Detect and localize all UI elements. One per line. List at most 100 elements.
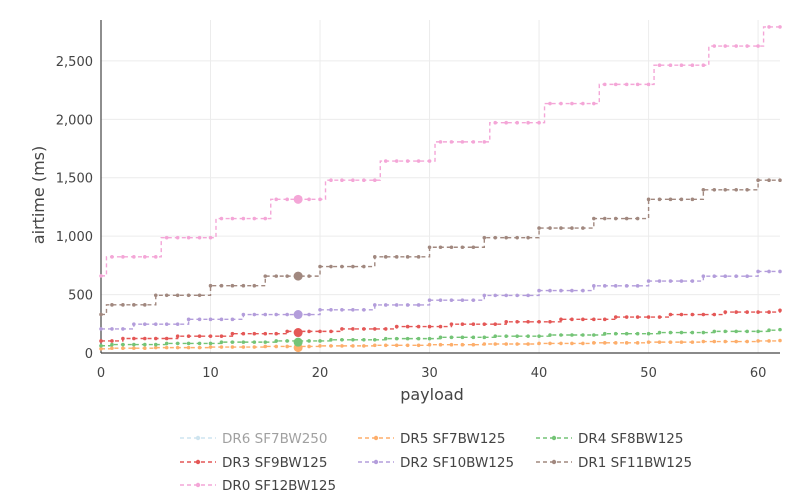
data-point bbox=[143, 342, 147, 347]
data-point bbox=[175, 322, 180, 326]
data-point bbox=[438, 245, 443, 250]
data-point bbox=[394, 343, 399, 348]
data-point bbox=[405, 159, 410, 163]
data-point bbox=[110, 327, 114, 331]
data-point bbox=[570, 288, 574, 293]
data-point bbox=[110, 342, 114, 347]
data-point bbox=[285, 339, 289, 343]
data-point bbox=[493, 120, 498, 125]
data-point bbox=[624, 341, 629, 345]
data-point bbox=[471, 245, 476, 250]
data-point bbox=[745, 339, 749, 344]
data-point bbox=[99, 274, 103, 278]
data-point bbox=[362, 264, 366, 269]
data-point bbox=[416, 324, 421, 329]
data-point bbox=[307, 312, 311, 317]
legend-item: DR0 SF12BW125 bbox=[180, 478, 336, 494]
data-point bbox=[405, 255, 410, 259]
data-point bbox=[186, 317, 191, 322]
data-point bbox=[613, 284, 618, 288]
legend-item: DR3 SF9BW125 bbox=[180, 455, 327, 471]
data-point bbox=[613, 216, 618, 221]
data-point bbox=[537, 288, 541, 293]
data-point bbox=[372, 303, 377, 307]
data-point bbox=[99, 346, 103, 351]
data-point bbox=[318, 329, 322, 334]
data-point bbox=[767, 328, 771, 333]
legend-marker bbox=[551, 435, 557, 441]
data-point bbox=[438, 324, 443, 329]
data-point bbox=[438, 335, 443, 340]
data-point bbox=[241, 216, 246, 221]
data-point bbox=[701, 187, 706, 192]
data-point bbox=[252, 283, 257, 288]
data-point bbox=[241, 331, 246, 336]
data-point bbox=[548, 288, 552, 293]
data-point bbox=[646, 331, 651, 336]
data-point bbox=[767, 269, 771, 274]
legend-marker bbox=[551, 459, 557, 465]
data-point bbox=[416, 255, 421, 259]
data-point bbox=[416, 303, 421, 307]
series-layer bbox=[99, 25, 782, 353]
data-point bbox=[570, 226, 574, 230]
data-point bbox=[668, 279, 673, 283]
data-point bbox=[427, 159, 432, 163]
data-point bbox=[186, 341, 191, 346]
data-point bbox=[548, 333, 552, 337]
data-point bbox=[110, 255, 114, 259]
data-point bbox=[515, 320, 519, 324]
data-point bbox=[581, 226, 585, 230]
data-point bbox=[252, 345, 257, 349]
data-point bbox=[723, 187, 728, 192]
data-point bbox=[153, 293, 158, 298]
data-point bbox=[230, 340, 235, 344]
data-point bbox=[143, 255, 147, 259]
data-point bbox=[701, 330, 706, 335]
data-point bbox=[624, 331, 629, 336]
data-point bbox=[219, 317, 224, 322]
data-point bbox=[712, 329, 717, 334]
data-point bbox=[405, 324, 410, 329]
data-point bbox=[230, 345, 235, 349]
data-point bbox=[121, 303, 125, 307]
data-point bbox=[99, 312, 103, 317]
series-dr3-sf9bw125 bbox=[99, 308, 782, 343]
legend-label: DR3 SF9BW125 bbox=[222, 455, 327, 471]
data-point bbox=[570, 101, 574, 106]
data-point bbox=[460, 342, 465, 347]
highlight-point bbox=[293, 310, 303, 320]
data-point bbox=[756, 178, 760, 182]
y-tick-label: 0 bbox=[85, 347, 93, 362]
data-point bbox=[405, 336, 410, 341]
data-point bbox=[559, 333, 563, 337]
data-point bbox=[274, 344, 279, 349]
data-point bbox=[712, 44, 717, 48]
data-point bbox=[449, 140, 454, 144]
data-point bbox=[351, 264, 355, 269]
data-point bbox=[602, 341, 607, 345]
data-point bbox=[197, 341, 202, 346]
data-point bbox=[646, 279, 651, 283]
data-point bbox=[186, 235, 191, 240]
data-point bbox=[537, 120, 541, 125]
data-point bbox=[668, 330, 673, 335]
data-point bbox=[646, 197, 651, 202]
data-point bbox=[230, 216, 235, 221]
legend-item: DR2 SF10BW125 bbox=[358, 455, 514, 471]
data-point bbox=[132, 255, 136, 259]
data-point bbox=[592, 101, 596, 106]
data-point bbox=[121, 342, 125, 347]
data-point bbox=[745, 310, 749, 314]
tick-labels: 0 10 20 30 40 50 60 0 500 1,000 1,500 2,000 2,500 bbox=[56, 55, 767, 381]
data-point bbox=[362, 178, 366, 182]
data-point bbox=[734, 329, 738, 334]
data-point bbox=[778, 327, 782, 332]
data-point bbox=[745, 274, 749, 279]
data-point bbox=[340, 264, 344, 269]
data-point bbox=[767, 310, 771, 314]
data-point bbox=[318, 339, 322, 343]
data-point bbox=[690, 63, 695, 68]
data-point bbox=[329, 264, 333, 269]
data-point bbox=[679, 312, 684, 317]
